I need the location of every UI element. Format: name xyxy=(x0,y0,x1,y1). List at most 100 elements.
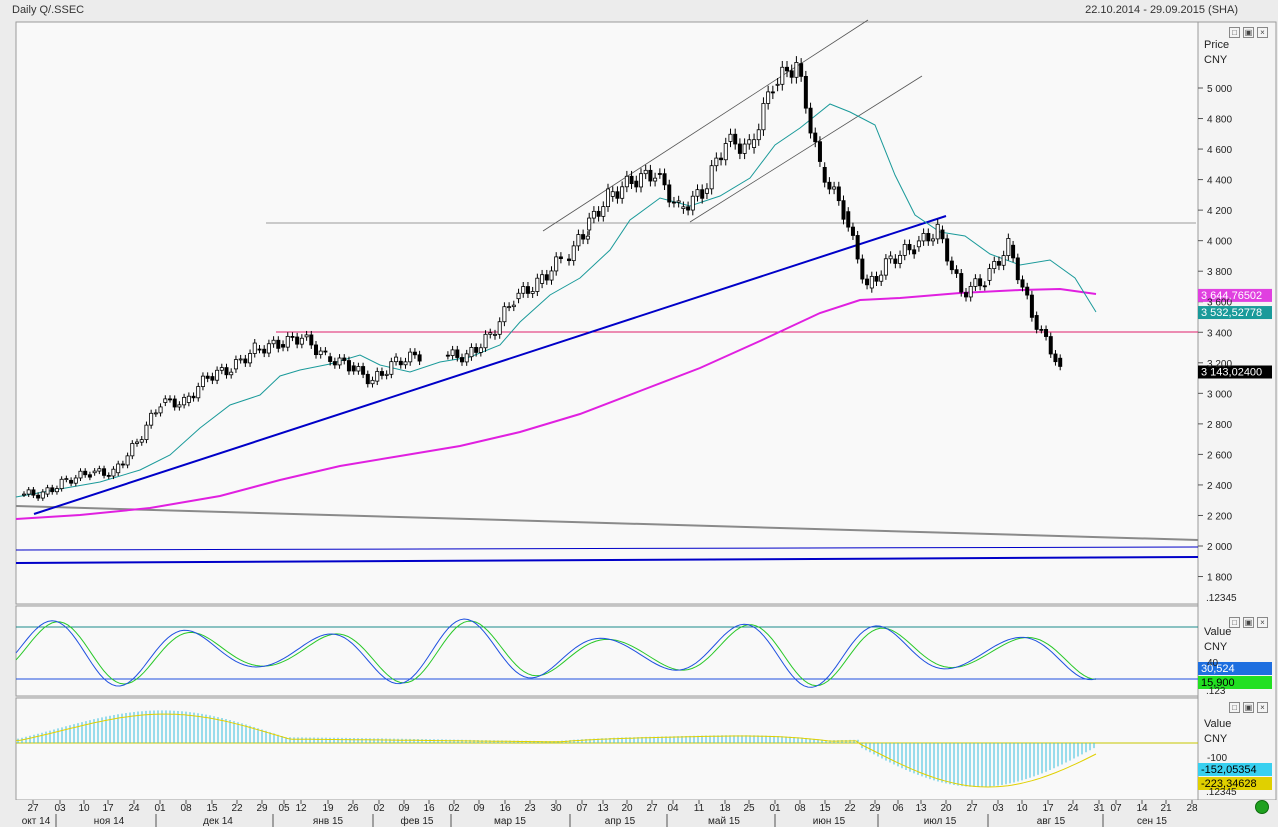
candle-body xyxy=(87,474,92,478)
candle-body xyxy=(780,66,785,85)
uptrend-line xyxy=(33,215,947,515)
candle-body xyxy=(992,261,997,270)
candle-body xyxy=(351,365,356,372)
candle-body xyxy=(978,278,983,287)
price-axis-title: Price xyxy=(1204,39,1229,51)
candle-body xyxy=(191,395,196,399)
x-day-label: 02 xyxy=(448,803,460,814)
candle-body xyxy=(581,234,586,240)
candle-body xyxy=(507,306,512,309)
candle-body xyxy=(64,478,69,480)
x-day-label: 06 xyxy=(892,803,904,814)
x-day-label: 16 xyxy=(499,803,511,814)
x-day-label: 08 xyxy=(180,803,192,814)
candle-body xyxy=(709,165,714,190)
candle-body xyxy=(469,347,474,358)
price-tick-label: 2 600 xyxy=(1207,450,1232,461)
x-day-label: 10 xyxy=(1016,803,1028,814)
candle-body xyxy=(940,229,945,240)
candle-body xyxy=(219,367,224,371)
candle-body xyxy=(186,395,191,403)
x-day-label: 27 xyxy=(966,803,978,814)
candle-body xyxy=(323,350,328,353)
macd-close-icon[interactable]: × xyxy=(1257,702,1268,713)
stoch-close-icon[interactable]: × xyxy=(1257,617,1268,628)
candle-body xyxy=(643,169,648,175)
candle-body xyxy=(318,350,323,356)
candle-body xyxy=(31,489,36,496)
macd-restore-icon[interactable]: □ xyxy=(1229,702,1240,713)
price-tag: 3 532,52778 xyxy=(1201,307,1262,319)
price-tick-label: 4 600 xyxy=(1207,145,1232,156)
candle-body xyxy=(719,157,724,161)
candle-body xyxy=(756,129,761,141)
price-tag: 3 644,76502 xyxy=(1201,290,1262,302)
restore-icon[interactable]: □ xyxy=(1229,27,1240,38)
candle-body xyxy=(789,70,794,78)
candle-body xyxy=(346,360,351,372)
candle-body xyxy=(893,258,898,264)
x-day-label: 26 xyxy=(347,803,359,814)
x-day-label: 31 xyxy=(1093,803,1105,814)
x-day-label: 18 xyxy=(719,803,731,814)
candle-body xyxy=(337,357,342,366)
price-tick-label: 2 400 xyxy=(1207,481,1232,492)
candle-body xyxy=(1025,286,1030,296)
price-tag-bg xyxy=(1198,365,1272,379)
price-scale-label: .12345 xyxy=(1206,593,1237,604)
x-day-label: 15 xyxy=(206,803,218,814)
price-tick-label: 3 000 xyxy=(1207,389,1232,400)
channel-lower xyxy=(689,75,923,223)
stoch-restore-icon[interactable]: □ xyxy=(1229,617,1240,628)
candle-body xyxy=(629,175,634,185)
candle-body xyxy=(587,217,592,231)
price-tick-label: 4 800 xyxy=(1207,115,1232,126)
candle-body xyxy=(262,348,267,354)
candle-body xyxy=(328,356,333,362)
candle-body xyxy=(959,273,964,293)
x-month-label: дек 14 xyxy=(203,816,233,827)
candle-body xyxy=(808,107,813,134)
stoch-maximize-icon[interactable]: ▣ xyxy=(1243,617,1254,628)
candle-body xyxy=(92,470,97,474)
candle-body xyxy=(704,188,709,194)
candle-body xyxy=(502,306,507,323)
candle-body xyxy=(785,66,790,72)
price-tick-label: 2 000 xyxy=(1207,542,1232,553)
macd-maximize-icon[interactable]: ▣ xyxy=(1243,702,1254,713)
candle-body xyxy=(558,256,563,260)
x-month-label: июн 15 xyxy=(813,816,846,827)
candle-body xyxy=(102,468,107,476)
candle-body xyxy=(982,285,987,288)
candle-body xyxy=(827,181,832,190)
x-month-label: мар 15 xyxy=(494,816,526,827)
x-day-label: 02 xyxy=(373,803,385,814)
candle-body xyxy=(761,103,766,131)
close-icon[interactable]: × xyxy=(1257,27,1268,38)
candle-body xyxy=(238,358,243,361)
price-tag: 3 143,02400 xyxy=(1201,366,1262,378)
candle-body xyxy=(1053,353,1058,363)
candle-body xyxy=(144,424,149,441)
candle-body xyxy=(516,292,521,300)
candle-body xyxy=(106,474,111,477)
x-day-label: 24 xyxy=(1067,803,1079,814)
candle-body xyxy=(752,139,757,148)
macd-axis-title: Value xyxy=(1204,718,1231,730)
price-tag-bg xyxy=(1198,288,1272,302)
candle-body xyxy=(695,189,700,197)
candle-body xyxy=(134,441,139,444)
stoch-tag-bg xyxy=(1198,662,1272,675)
candle-body xyxy=(54,488,59,493)
candle-body xyxy=(850,226,855,236)
candle-body xyxy=(926,233,931,242)
x-day-label: 04 xyxy=(667,803,679,814)
maximize-icon[interactable]: ▣ xyxy=(1243,27,1254,38)
candle-body xyxy=(601,206,606,217)
candle-body xyxy=(817,141,822,162)
candle-body xyxy=(954,269,959,274)
x-day-label: 27 xyxy=(646,803,658,814)
x-day-label: 07 xyxy=(1110,803,1122,814)
candle-body xyxy=(384,373,389,376)
